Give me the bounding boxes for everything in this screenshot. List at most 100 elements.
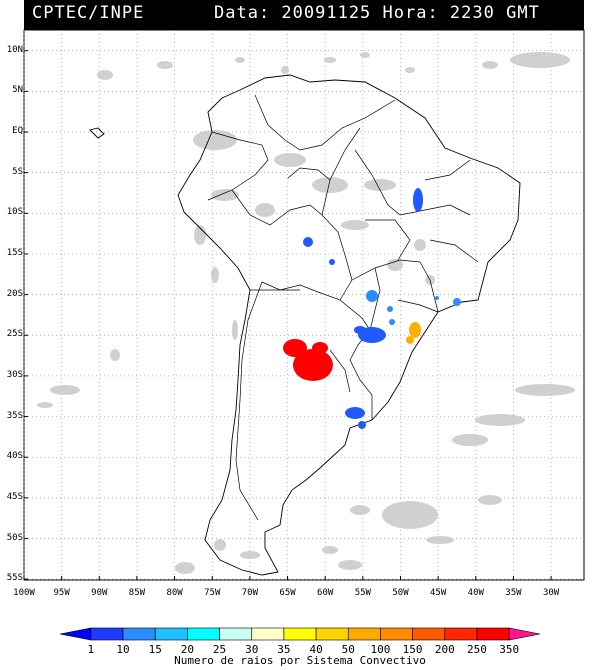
lightning-cluster [366, 290, 378, 302]
lat-label: 5N [12, 85, 23, 96]
legend-label: 100 [370, 643, 391, 656]
legend-label: 350 [499, 643, 520, 656]
legend-swatch [122, 627, 156, 641]
state-border [354, 149, 401, 216]
legend-swatch [347, 627, 381, 641]
lightning-cluster [409, 322, 421, 338]
legend-label: 1 [87, 643, 95, 656]
state-border [397, 299, 439, 313]
cloud-patch [324, 57, 336, 63]
state-border [429, 239, 479, 263]
legend-label: 35 [277, 643, 291, 656]
lightning-cluster [358, 421, 366, 429]
lat-label: 50S [6, 532, 23, 543]
legend-label: 150 [402, 643, 423, 656]
cloud-patch [235, 57, 245, 63]
cloud-patch [281, 66, 289, 74]
state-border [351, 259, 421, 281]
convective-system [366, 290, 378, 302]
lat-label: 55S [6, 573, 23, 584]
lon-label: 50W [392, 588, 409, 598]
cloud-patch [387, 259, 403, 271]
island-outline [89, 127, 105, 139]
state-border [254, 94, 396, 151]
legend-arrow-right [508, 627, 541, 641]
lightning-map [23, 29, 585, 581]
cloud-patch [414, 239, 426, 251]
legend-swatch [219, 627, 253, 641]
legend-label: 15 [148, 643, 162, 656]
cloud-patch [240, 551, 260, 559]
convective-system [406, 322, 421, 344]
state-border [419, 261, 439, 313]
lightning-cluster [283, 339, 307, 357]
lightning-speck [435, 296, 439, 300]
cloud-patch [350, 505, 370, 515]
lightning-cluster [312, 342, 328, 354]
legend-swatch [444, 627, 478, 641]
cloud-patch [37, 402, 53, 408]
state-border [321, 127, 361, 216]
lon-label: 65W [279, 588, 296, 598]
lightning-speck [329, 259, 335, 265]
lon-label: 45W [430, 588, 447, 598]
lat-label: 40S [6, 451, 23, 462]
cloud-patch [110, 349, 120, 361]
state-border [329, 349, 351, 393]
cloud-patch [255, 203, 275, 217]
cloud-patch [475, 414, 525, 426]
lon-label: 35W [505, 588, 522, 598]
cloud-patch [194, 225, 206, 245]
state-border [399, 204, 471, 216]
lat-label: 5S [12, 166, 23, 177]
legend-label: 250 [467, 643, 487, 656]
cloud-patch [274, 153, 306, 167]
state-border [369, 267, 381, 331]
cloud-patch [482, 61, 498, 69]
lon-label: 75W [204, 588, 221, 598]
state-border [235, 281, 263, 521]
cloud-patch [97, 70, 113, 80]
convective-systems [283, 188, 461, 429]
state-border [349, 359, 373, 420]
legend-swatch [283, 627, 317, 641]
legend-swatch [251, 627, 285, 641]
legend-colorbar [59, 627, 541, 641]
cloud-patch [452, 434, 488, 446]
legend-label: 200 [434, 643, 455, 656]
legend-label: 25 [212, 643, 227, 656]
cloud-patch [382, 501, 438, 529]
cloud-patch [322, 546, 338, 554]
lon-label: 100W [13, 588, 35, 598]
lat-label: 35S [6, 410, 23, 421]
cloud-patch [426, 536, 454, 544]
cloud-patch [338, 560, 362, 570]
convective-system [413, 188, 423, 212]
lon-label: 55W [354, 588, 371, 598]
legend-label: 20 [180, 643, 194, 656]
lat-label: 30S [6, 369, 23, 380]
lightning-cluster [303, 237, 313, 247]
lightning-cluster [293, 349, 333, 381]
lon-label: 95W [53, 588, 70, 598]
lightning-cluster [345, 407, 365, 419]
lightning-cluster [406, 336, 414, 344]
cloud-patch [360, 52, 370, 58]
legend-swatch [412, 627, 446, 641]
lon-label: 60W [317, 588, 334, 598]
lon-label: 40W [467, 588, 484, 598]
lat-label: 25S [6, 329, 23, 340]
lat-label: 10S [6, 207, 23, 218]
cloud-patch [193, 130, 237, 150]
convective-system [283, 339, 333, 381]
legend-swatch [90, 627, 124, 641]
cloud-patch [211, 189, 239, 201]
legend-swatch [315, 627, 349, 641]
lightning-cluster [413, 188, 423, 212]
legend-swatch [187, 627, 220, 641]
lightning-speck [389, 319, 395, 325]
state-border [365, 219, 411, 261]
legend-swatch [154, 627, 188, 641]
lon-label: 70W [241, 588, 259, 598]
cloud-patch [157, 61, 173, 69]
